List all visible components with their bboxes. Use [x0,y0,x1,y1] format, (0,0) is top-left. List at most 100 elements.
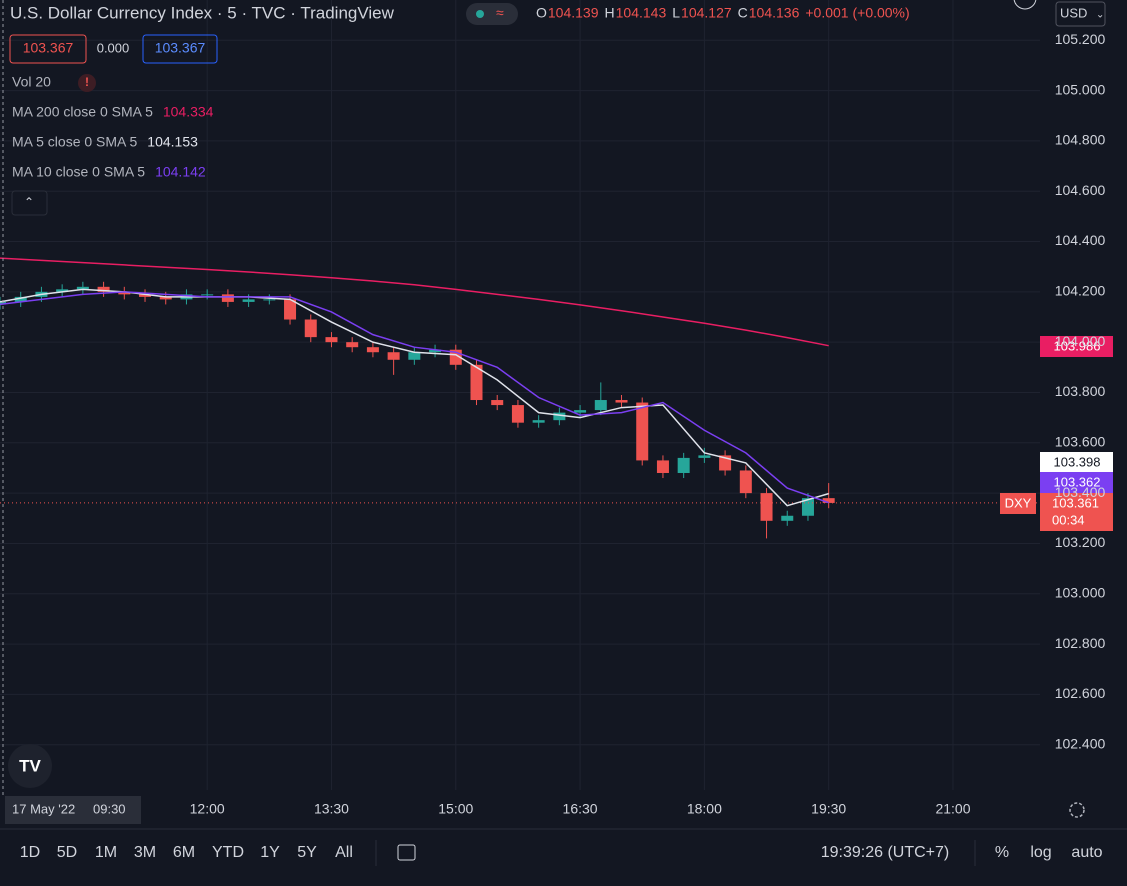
settings-icon[interactable] [1069,802,1085,818]
last-price: 103.361 [1052,495,1099,510]
candle-body [698,455,711,458]
candle-body [284,299,297,320]
candle-body [636,402,649,461]
y-tick-label: 103.600 [1055,434,1106,450]
y-tick-label: 102.600 [1055,685,1106,701]
candle-body [14,296,27,302]
y-tick-label: 103.000 [1055,584,1106,600]
grid [0,0,1040,790]
date-range-icon[interactable] [397,844,416,861]
candle-body [470,364,483,401]
y-tick-label: 103.200 [1055,534,1106,550]
range-button[interactable]: 3M [134,844,156,861]
candle-body [739,470,752,494]
log-toggle[interactable]: log [1030,844,1051,861]
ohlc-change: +0.001 (+0.00%) [805,5,909,21]
y-tick-label: 105.000 [1055,81,1106,97]
chart-title: U.S. Dollar Currency Index · 5 · TVC · T… [10,3,395,22]
candle-body [97,286,110,292]
candle-body [0,301,6,305]
y-tick-label: 104.000 [1055,333,1106,349]
currency-caret: ⌄ [1096,10,1104,21]
symbol: DXY [1005,495,1032,510]
ohlc-label: C [738,5,748,21]
legend-name[interactable]: MA 200 close 0 SMA 5 [12,104,153,120]
candle-body [366,347,379,353]
candle-body [532,420,545,423]
legend-name[interactable]: MA 5 close 0 SMA 5 [12,134,137,150]
candle-body [118,291,131,295]
crosshair-time-box [5,796,141,824]
candle-body [263,299,276,301]
ohlc-label: H [605,5,615,21]
candle-body [242,299,255,302]
ma-line [0,288,829,507]
candle-body [677,457,690,473]
logo: TV [19,756,41,775]
legend-name[interactable]: MA 10 close 0 SMA 5 [12,164,145,180]
range-button[interactable]: All [335,844,353,861]
collapse-button[interactable] [11,190,48,216]
candle-body [553,412,566,421]
ask: 103.367 [155,40,206,56]
auto-toggle[interactable]: auto [1071,844,1102,861]
ma200-price: 103.986 [1054,338,1101,353]
x-tick-label: 15:00 [438,801,473,817]
ohlc-value: 104.143 [616,5,667,21]
crosshair-date: 17 May '22 [12,801,75,816]
collapse-icon: ⌃ [24,195,34,209]
candle-body [56,289,69,292]
percent-toggle[interactable]: % [995,844,1009,861]
currency-box[interactable] [1055,1,1106,27]
candle-body [408,352,421,360]
y-tick-label: 103.800 [1055,383,1106,399]
y-tick-label: 104.800 [1055,132,1106,148]
legend-value: 104.153 [147,134,198,150]
ohlc-value: 104.139 [548,5,599,21]
candle-body [656,460,669,473]
legend-value: 104.142 [155,164,206,180]
candle-body [325,337,338,343]
x-tick-label: 13:30 [314,801,349,817]
range-button[interactable]: 1Y [260,844,280,861]
candle-body [429,349,442,353]
ohlc-label: L [672,5,680,21]
legend-value: 104.334 [163,104,214,120]
symbol-box [1000,493,1036,514]
range-button[interactable]: 6M [173,844,195,861]
candle-body [159,296,172,300]
candle-body [139,294,152,297]
bid-box[interactable] [9,34,87,64]
warning: ! [85,75,89,89]
logo-bg[interactable] [8,744,52,788]
info-icon[interactable] [1013,0,1037,10]
x-tick-label: 19:30 [811,801,846,817]
warning-badge [78,74,96,92]
candle-body [781,515,794,521]
x-tick-label: 16:30 [563,801,598,817]
ohlc-label: O [536,5,547,21]
y-tick-label: 102.400 [1055,735,1106,751]
x-tick-label: 21:00 [935,801,970,817]
ask-box[interactable] [142,34,218,64]
volume-indicator[interactable]: Vol 20 [12,74,51,90]
currency[interactable]: USD [1060,5,1087,20]
range-button[interactable]: 1M [95,844,117,861]
status-pill[interactable] [466,3,518,25]
y-tick-label: 103.400 [1055,484,1106,500]
range-button[interactable]: 5Y [297,844,317,861]
status-dot [476,10,484,18]
candle-body [574,410,587,413]
range-button[interactable]: YTD [212,844,244,861]
y-tick-label: 104.600 [1055,182,1106,198]
ma5-price: 103.398 [1054,454,1101,469]
ma-line [0,291,829,504]
range-button[interactable]: 5D [57,844,77,861]
clock[interactable]: 19:39:26 (UTC+7) [821,844,950,861]
candle-body [594,400,607,411]
range-button[interactable]: 1D [20,844,40,861]
y-tick-label: 104.400 [1055,232,1106,248]
